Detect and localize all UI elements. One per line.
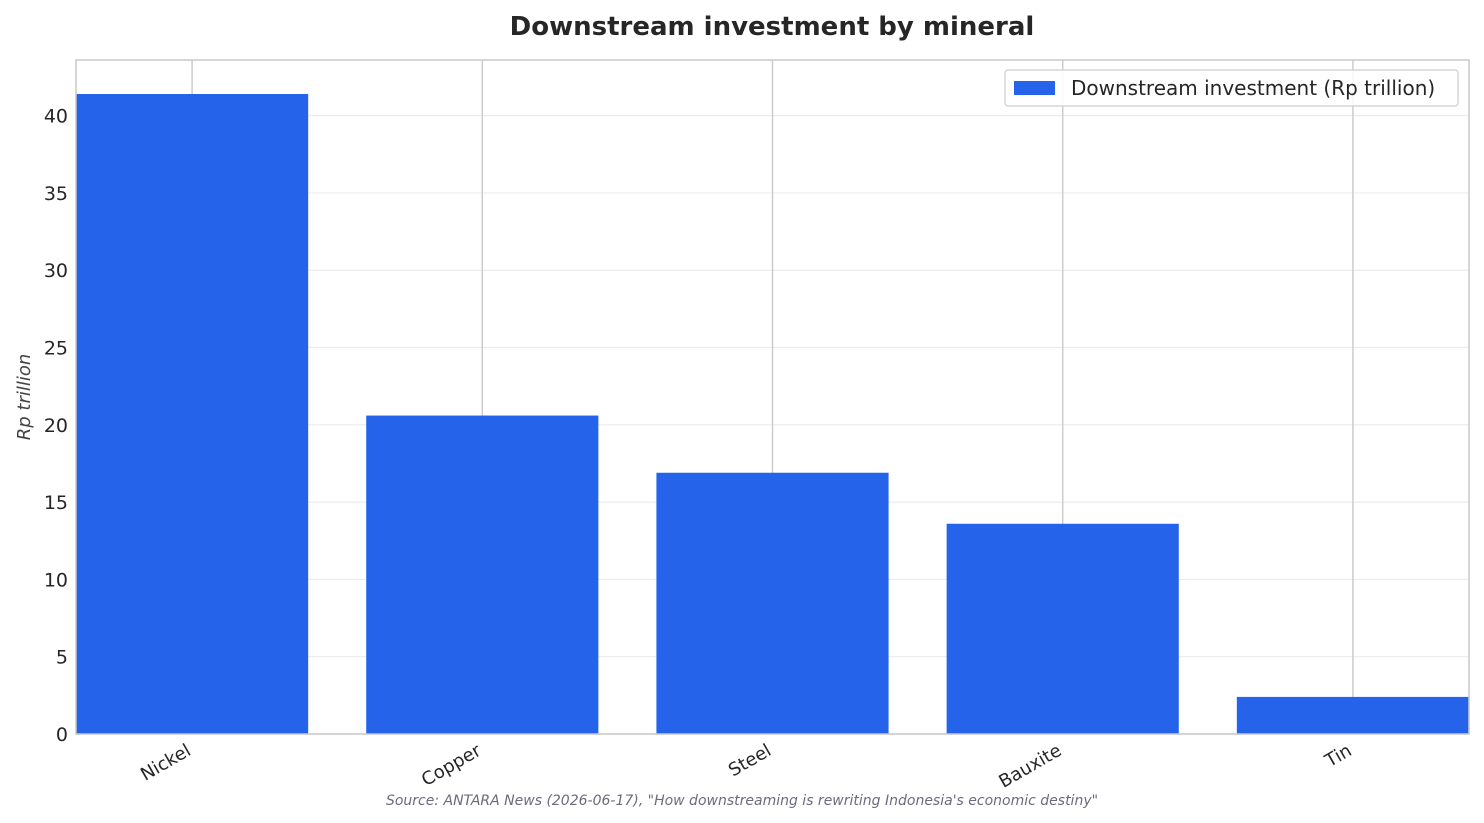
source-note: Source: ANTARA News (2026-06-17), "How d… [386,793,1098,809]
y-tick-label: 5 [56,647,68,669]
x-tick-label: Nickel [137,740,194,785]
x-tick-label: Tin [1321,740,1356,772]
bar-steel [656,472,889,734]
y-tick-label: 40 [44,106,68,128]
bar-copper [366,415,599,734]
bar-nickel [76,94,309,735]
legend-box [1004,69,1459,107]
y-axis-label: Rp trillion [14,354,35,441]
y-tick-label: 0 [56,724,68,746]
y-tick-label: 10 [44,569,68,591]
x-tick-label: Copper [418,740,485,791]
legend-swatch [1014,81,1055,95]
y-tick-label: 30 [44,260,68,282]
y-tick-label: 35 [44,183,68,205]
y-tick-label: 25 [44,338,68,360]
y-tick-label: 15 [44,492,68,514]
x-tick-labels: Nickel Copper Steel Bauxite Tin [137,740,1355,793]
bar-bauxite [946,523,1179,734]
legend: Downstream investment (Rp trillion) [1004,69,1459,107]
x-tick-label: Bauxite [995,740,1065,792]
x-tick-label: Steel [725,740,775,781]
y-tick-labels: 0 5 10 15 20 25 30 35 40 [44,106,68,746]
bars [76,94,1469,735]
chart-title: Downstream investment by mineral [510,12,1035,42]
y-tick-label: 20 [44,415,68,437]
bar-tin [1236,696,1469,734]
plot-frame [75,59,1470,735]
legend-label: Downstream investment (Rp trillion) [1071,76,1435,100]
